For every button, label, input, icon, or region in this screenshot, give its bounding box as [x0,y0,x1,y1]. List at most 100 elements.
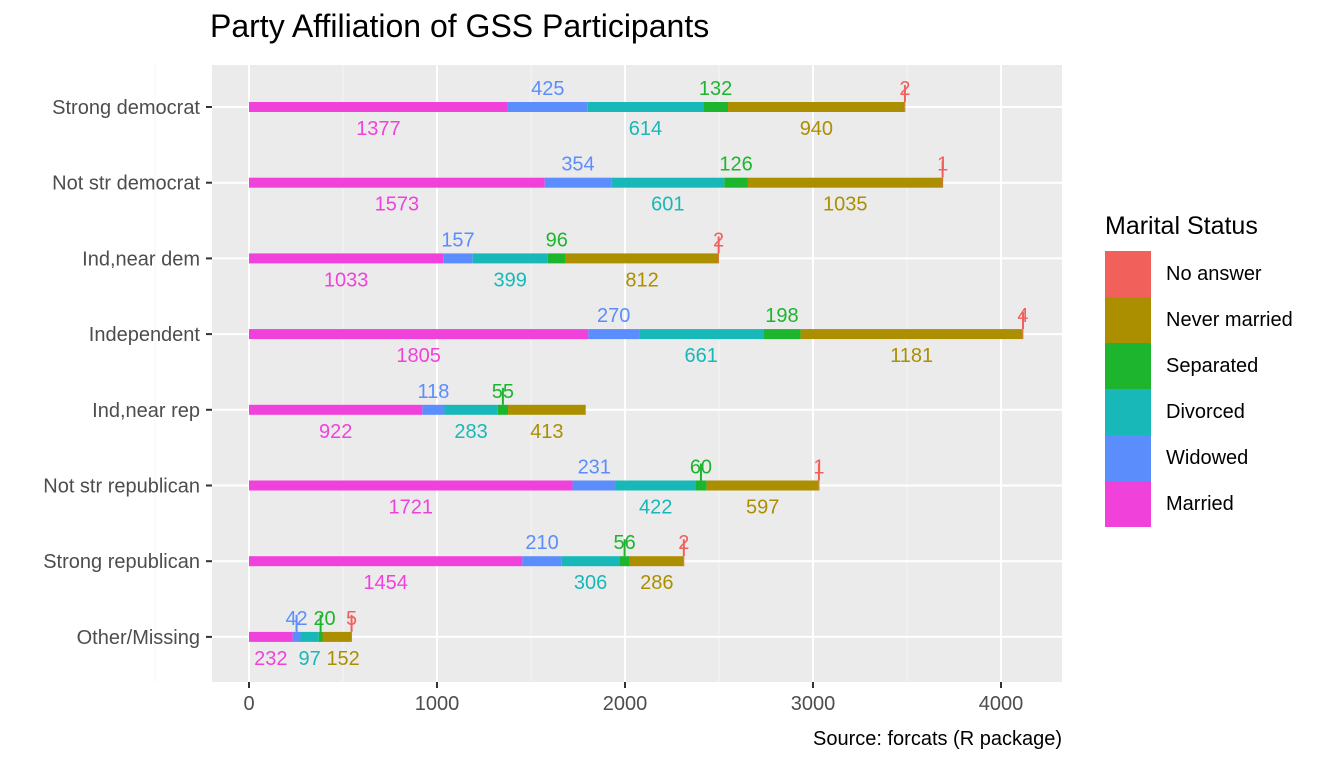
bar-divorced [611,177,725,188]
bar-widowed [507,102,588,112]
bar-widowed [422,404,445,415]
data-label: 118 [417,381,449,403]
data-label: 399 [494,269,527,291]
data-label: 922 [319,421,352,443]
data-label: 661 [685,345,718,367]
data-label: 2 [678,532,689,554]
legend-key [1105,343,1151,389]
data-label: 1377 [356,118,401,140]
bar-never-married [322,631,352,642]
chart-title: Party Affiliation of GSS Participants [210,8,710,44]
data-label: 1573 [375,194,420,216]
bar-divorced [472,253,548,264]
data-label: 1721 [389,497,434,519]
bar-never-married [728,102,905,112]
bar-divorced [444,404,498,415]
legend-label: Divorced [1166,400,1245,423]
data-label: 1033 [324,269,369,291]
x-tick-label: 0 [243,693,254,715]
bar-divorced [639,329,764,340]
legend-swatch [1105,297,1151,343]
bar-never-married [508,404,586,415]
bar-married [249,556,523,567]
data-label: 597 [746,497,779,519]
y-tick-label: Ind,near rep [92,400,200,422]
bar-no-answer [818,480,820,491]
axes: Strong democrat Not str democrat Ind,near … [43,97,1023,715]
data-label: 42 [285,608,307,630]
data-label: 198 [765,305,798,327]
data-label: 283 [454,421,487,443]
data-label: 1 [813,457,824,479]
data-label: 97 [299,648,321,670]
data-label: 413 [530,421,563,443]
legend-label: Never married [1166,308,1293,331]
x-tick-label: 4000 [979,693,1024,715]
data-label: 56 [613,532,635,554]
bar-no-answer [683,556,685,567]
x-tick-label: 1000 [415,693,460,715]
legend-label: Widowed [1166,446,1249,469]
data-label: 20 [313,608,335,630]
plot-panel [212,65,1062,682]
data-label: 132 [699,78,732,100]
data-label: 1035 [823,194,868,216]
data-label: 1805 [396,345,441,367]
data-label: 126 [719,154,752,176]
chart-caption: Source: forcats (R package) [813,728,1062,750]
bars [249,102,1024,642]
legend: Marital Status No answer Never married Sep… [1105,212,1293,527]
legend-key [1105,297,1151,343]
legend-label: Separated [1166,354,1259,377]
data-label: 210 [525,532,558,554]
bar-never-married [706,480,819,491]
bar-married [249,404,423,415]
bar-married [249,177,545,188]
bar-never-married [747,177,943,188]
data-label: 5 [346,608,357,630]
bar-no-answer [718,253,720,264]
data-label: 354 [561,154,594,176]
bar-divorced [561,556,620,567]
data-label: 1 [937,154,948,176]
legend-key [1105,251,1151,297]
y-tick-label: Other/Missing [77,627,200,649]
bar-separated [547,253,566,264]
bar-separated [318,631,323,642]
legend-item: Widowed [1105,435,1293,481]
bar-divorced [587,102,704,112]
data-label: 940 [800,118,833,140]
y-tick-label: Ind,near dem [82,248,200,270]
data-label: 601 [651,194,684,216]
bar-widowed [544,177,612,188]
data-label: 306 [574,572,607,594]
data-label: 4 [1017,305,1028,327]
legend-item: No answer [1105,251,1293,297]
bar-widowed [443,253,473,264]
x-tick-label: 3000 [791,693,836,715]
bar-never-married [629,556,684,567]
data-label: 812 [625,269,658,291]
legend-label: Married [1166,492,1234,515]
bar-separated [619,556,630,567]
bar-widowed [292,631,301,642]
data-labels: 1377425614132940215733546011261035110331… [254,78,1028,670]
bar-separated [724,177,748,188]
bar-separated [695,480,707,491]
bar-separated [763,329,801,340]
bar-widowed [522,556,562,567]
legend-item: Divorced [1105,389,1293,435]
y-tick-label: Strong republican [43,551,200,573]
bar-no-answer [1022,329,1024,340]
data-label: 232 [254,648,287,670]
data-label: 425 [531,78,564,100]
y-tick-label: Strong democrat [52,97,200,119]
legend-item: Never married [1105,297,1293,343]
y-tick-label: Not str republican [43,476,200,498]
legend-swatch [1105,389,1151,435]
data-label: 231 [578,457,611,479]
data-label: 2 [713,229,724,251]
bar-never-married [565,253,719,264]
y-tick-label: Independent [89,324,201,346]
